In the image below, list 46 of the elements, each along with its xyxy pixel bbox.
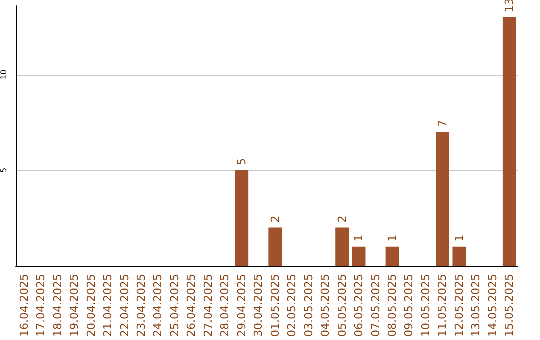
x-tick-label: 16.04.2025 [18,274,31,338]
data-label: 2 [268,216,282,223]
x-tick-label: 27.04.2025 [202,274,215,338]
data-label: 1 [386,234,399,242]
x-tick-label: 20.04.2025 [84,274,98,338]
x-tick-label: 13.05.2025 [470,274,483,338]
bar [452,246,466,266]
x-tick-label: 22.04.2025 [118,274,132,338]
x-tick-label: 15.05.2025 [503,274,516,338]
bar [502,17,516,266]
x-tick-label: 14.05.2025 [486,274,500,338]
data-label: 7 [436,120,450,128]
bar [235,170,249,266]
x-tick-label: 03.05.2025 [302,274,316,338]
bar [352,246,366,266]
x-tick-label: 17.04.2025 [34,274,48,338]
bar [386,246,400,266]
x-tick-label: 18.04.2025 [51,274,64,338]
x-tick-label: 25.04.2025 [168,274,182,338]
x-tick-label: 19.04.2025 [68,274,82,338]
x-tick-label: 10.05.2025 [419,274,432,338]
x-tick-label: 08.05.2025 [386,274,399,338]
x-tick-label: 12.05.2025 [452,274,466,338]
x-tick-label: 21.04.2025 [102,274,115,338]
x-tick-label: 26.04.2025 [185,274,198,338]
x-tick-label: 06.05.2025 [352,274,366,338]
data-label: 5 [235,158,248,166]
x-tick-label: 04.05.2025 [319,274,332,338]
x-tick-label: 24.04.2025 [152,274,165,338]
x-tick-label: 30.04.2025 [252,274,266,338]
y-tick-label: 10 [0,70,8,80]
bar [336,228,349,266]
data-label: 1 [452,234,466,242]
x-tick-label: 28.04.2025 [218,274,232,338]
bar [268,228,282,266]
data-label: 1 [352,234,366,242]
x-tick-label: 07.05.2025 [369,274,382,338]
bar [436,132,450,266]
x-tick-label: 05.05.2025 [336,274,349,338]
data-label: 2 [336,216,349,223]
x-tick-label: 01.05.2025 [268,274,282,338]
x-tick-label: 29.04.2025 [235,274,248,338]
x-tick-label: 09.05.2025 [402,274,416,338]
x-tick-label: 23.04.2025 [135,274,148,338]
x-tick-label: 02.05.2025 [286,274,299,338]
x-tick-label: 11.05.2025 [436,274,450,338]
